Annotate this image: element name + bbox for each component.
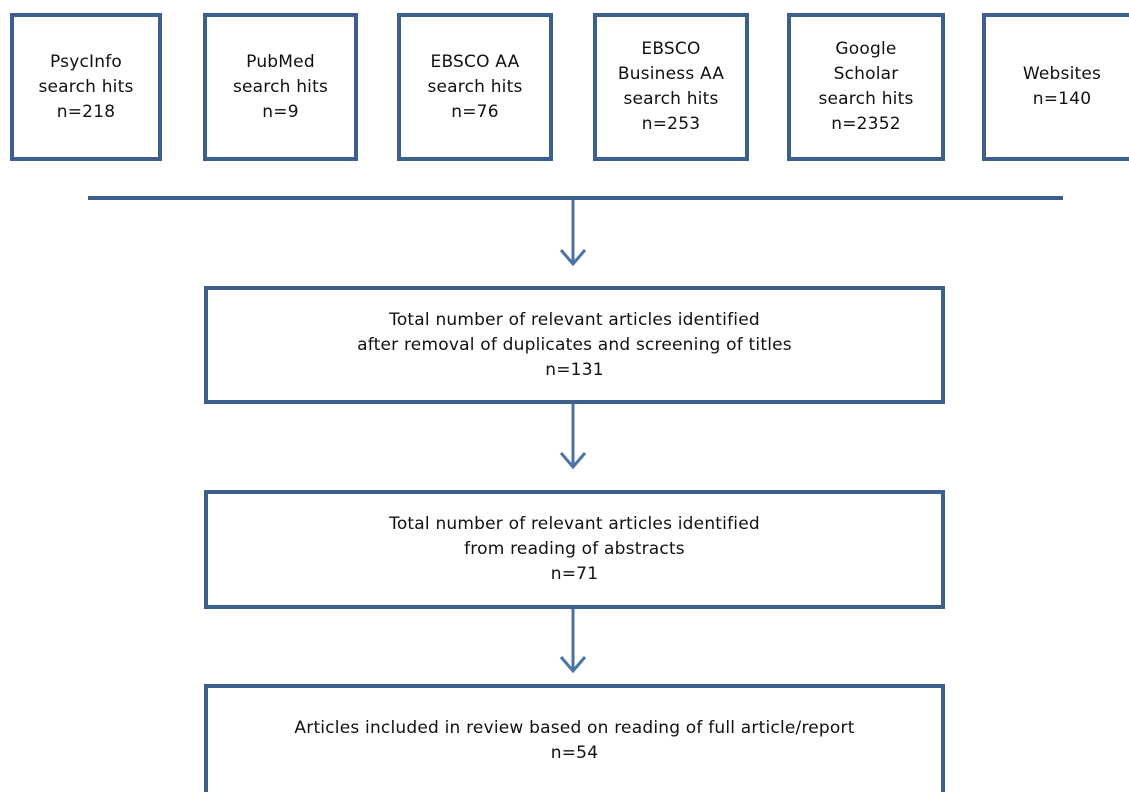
box-text: n=2352 <box>831 114 901 134</box>
box-text: Articles included in review based on rea… <box>294 718 855 738</box>
source-box: EBSCO Business AA search hits n=253 <box>593 13 749 161</box>
source-box: EBSCO AA search hits n=76 <box>397 13 553 161</box>
box-text: after removal of duplicates and screenin… <box>357 334 792 355</box>
box-text: search hits <box>232 76 329 97</box>
box-text: n=140 <box>1032 89 1092 109</box>
source-box: PsycInfo search hits n=218 <box>10 13 162 161</box>
box-text: n=54 <box>550 743 599 763</box>
box-text: Google <box>835 39 897 59</box>
step-box: Articles included in review based on rea… <box>204 684 945 792</box>
box-text: n=253 <box>641 114 701 134</box>
box-text: n=76 <box>451 101 499 122</box>
box-text: search hits <box>818 89 914 109</box>
box-text: search hits <box>38 76 134 97</box>
box-text: from reading of abstracts <box>464 539 685 559</box>
box-text: Scholar <box>833 64 899 84</box>
box-text: Websites <box>1022 64 1102 84</box>
source-box: Google Scholar search hits n=2352 <box>787 13 945 161</box>
box-text: Total number of relevant articles identi… <box>389 309 760 330</box>
box-text: PsycInfo <box>50 51 122 72</box>
source-box: Websites n=140 <box>982 13 1129 161</box>
box-text: n=9 <box>262 101 299 122</box>
box-text: EBSCO AA <box>430 51 520 72</box>
arrow <box>559 404 587 470</box>
box-text: n=71 <box>550 564 599 584</box>
box-text: search hits <box>623 89 719 109</box>
box-text: n=131 <box>545 359 604 380</box>
arrow <box>559 609 587 674</box>
arrow <box>559 200 587 267</box>
box-text: Business AA <box>617 64 725 84</box>
arrows <box>559 200 587 674</box>
box-text: PubMed <box>246 51 315 72</box>
source-box: PubMed search hits n=9 <box>203 13 358 161</box>
box-text: Total number of relevant articles identi… <box>389 514 760 534</box>
box-text: EBSCO <box>641 39 701 59</box>
step-box: Total number of relevant articles identi… <box>204 286 945 404</box>
step-box: Total number of relevant articles identi… <box>204 490 945 609</box>
box-text: n=218 <box>56 101 116 122</box>
box-text: search hits <box>427 76 523 97</box>
